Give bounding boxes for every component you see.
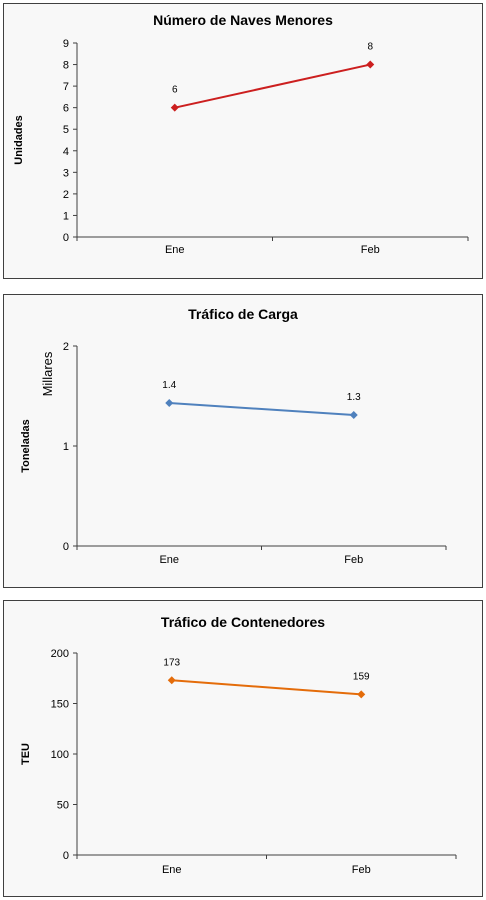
y-tick-label: 0 [63, 850, 69, 862]
data-point-marker [170, 103, 179, 112]
y-tick-label: 1 [63, 210, 69, 222]
chart-title: Número de Naves Menores [153, 12, 333, 28]
y-tick-label: 7 [63, 81, 69, 93]
y-axis-unit-label: Millares [40, 351, 55, 396]
data-point-marker [165, 399, 174, 407]
data-point-marker [357, 690, 366, 699]
data-point-marker [349, 411, 358, 419]
data-label: 8 [367, 42, 373, 53]
y-tick-label: 9 [63, 38, 69, 50]
chart-panel-naves: Número de Naves Menores Unidades 0 1 2 3 4 5 6 7 8… [3, 3, 483, 279]
data-point-marker [167, 676, 176, 685]
x-tick-label: Ene [159, 554, 179, 566]
data-label: 1.3 [347, 392, 361, 403]
x-tick-label: Feb [344, 554, 363, 566]
chart-title: Tráfico de Contenedores [161, 614, 325, 630]
y-tick-label: 5 [63, 124, 69, 136]
y-tick-label: 2 [63, 189, 69, 201]
data-label: 1.4 [162, 380, 176, 391]
series-line [171, 679, 362, 696]
y-axis-label: Unidades [13, 115, 25, 165]
y-tick-label: 200 [51, 648, 69, 660]
y-tick-label: 50 [57, 800, 69, 812]
y-tick-label: 4 [63, 146, 69, 158]
chart-panel-contenedores: Tráfico de Contenedores TEU 0 50 100 150 200 En… [3, 600, 483, 897]
chart-carga: Tráfico de Carga Toneladas Millares 0 1 2 Ene F… [20, 306, 447, 566]
chart-contenedores: Tráfico de Contenedores TEU 0 50 100 150 200 En… [20, 614, 457, 876]
chart-title: Tráfico de Carga [188, 306, 298, 322]
y-tick-label: 0 [63, 232, 69, 244]
series-line [174, 63, 371, 109]
x-tick-label: Ene [165, 244, 185, 256]
y-tick-label: 0 [63, 541, 69, 553]
y-tick-label: 8 [63, 60, 69, 72]
chart-naves: Número de Naves Menores Unidades 0 1 2 3 4 5 6 7 8… [13, 12, 469, 256]
data-point-marker [366, 60, 375, 69]
chart-panel-carga: Tráfico de Carga Toneladas Millares 0 1 2 Ene F… [3, 294, 483, 588]
data-label: 159 [353, 671, 370, 682]
y-tick-label: 1 [63, 441, 69, 453]
series-line [169, 402, 354, 416]
y-tick-label: 150 [51, 699, 69, 711]
y-tick-label: 3 [63, 167, 69, 179]
x-tick-label: Feb [361, 244, 380, 256]
y-axis-label: Toneladas [20, 419, 32, 473]
y-tick-label: 6 [63, 103, 69, 115]
y-tick-label: 100 [51, 749, 69, 761]
data-label: 6 [172, 85, 178, 96]
y-tick-label: 2 [63, 341, 69, 353]
data-label: 173 [163, 657, 180, 668]
x-tick-label: Feb [352, 864, 371, 876]
x-tick-label: Ene [162, 864, 182, 876]
y-axis-label: TEU [20, 743, 32, 765]
